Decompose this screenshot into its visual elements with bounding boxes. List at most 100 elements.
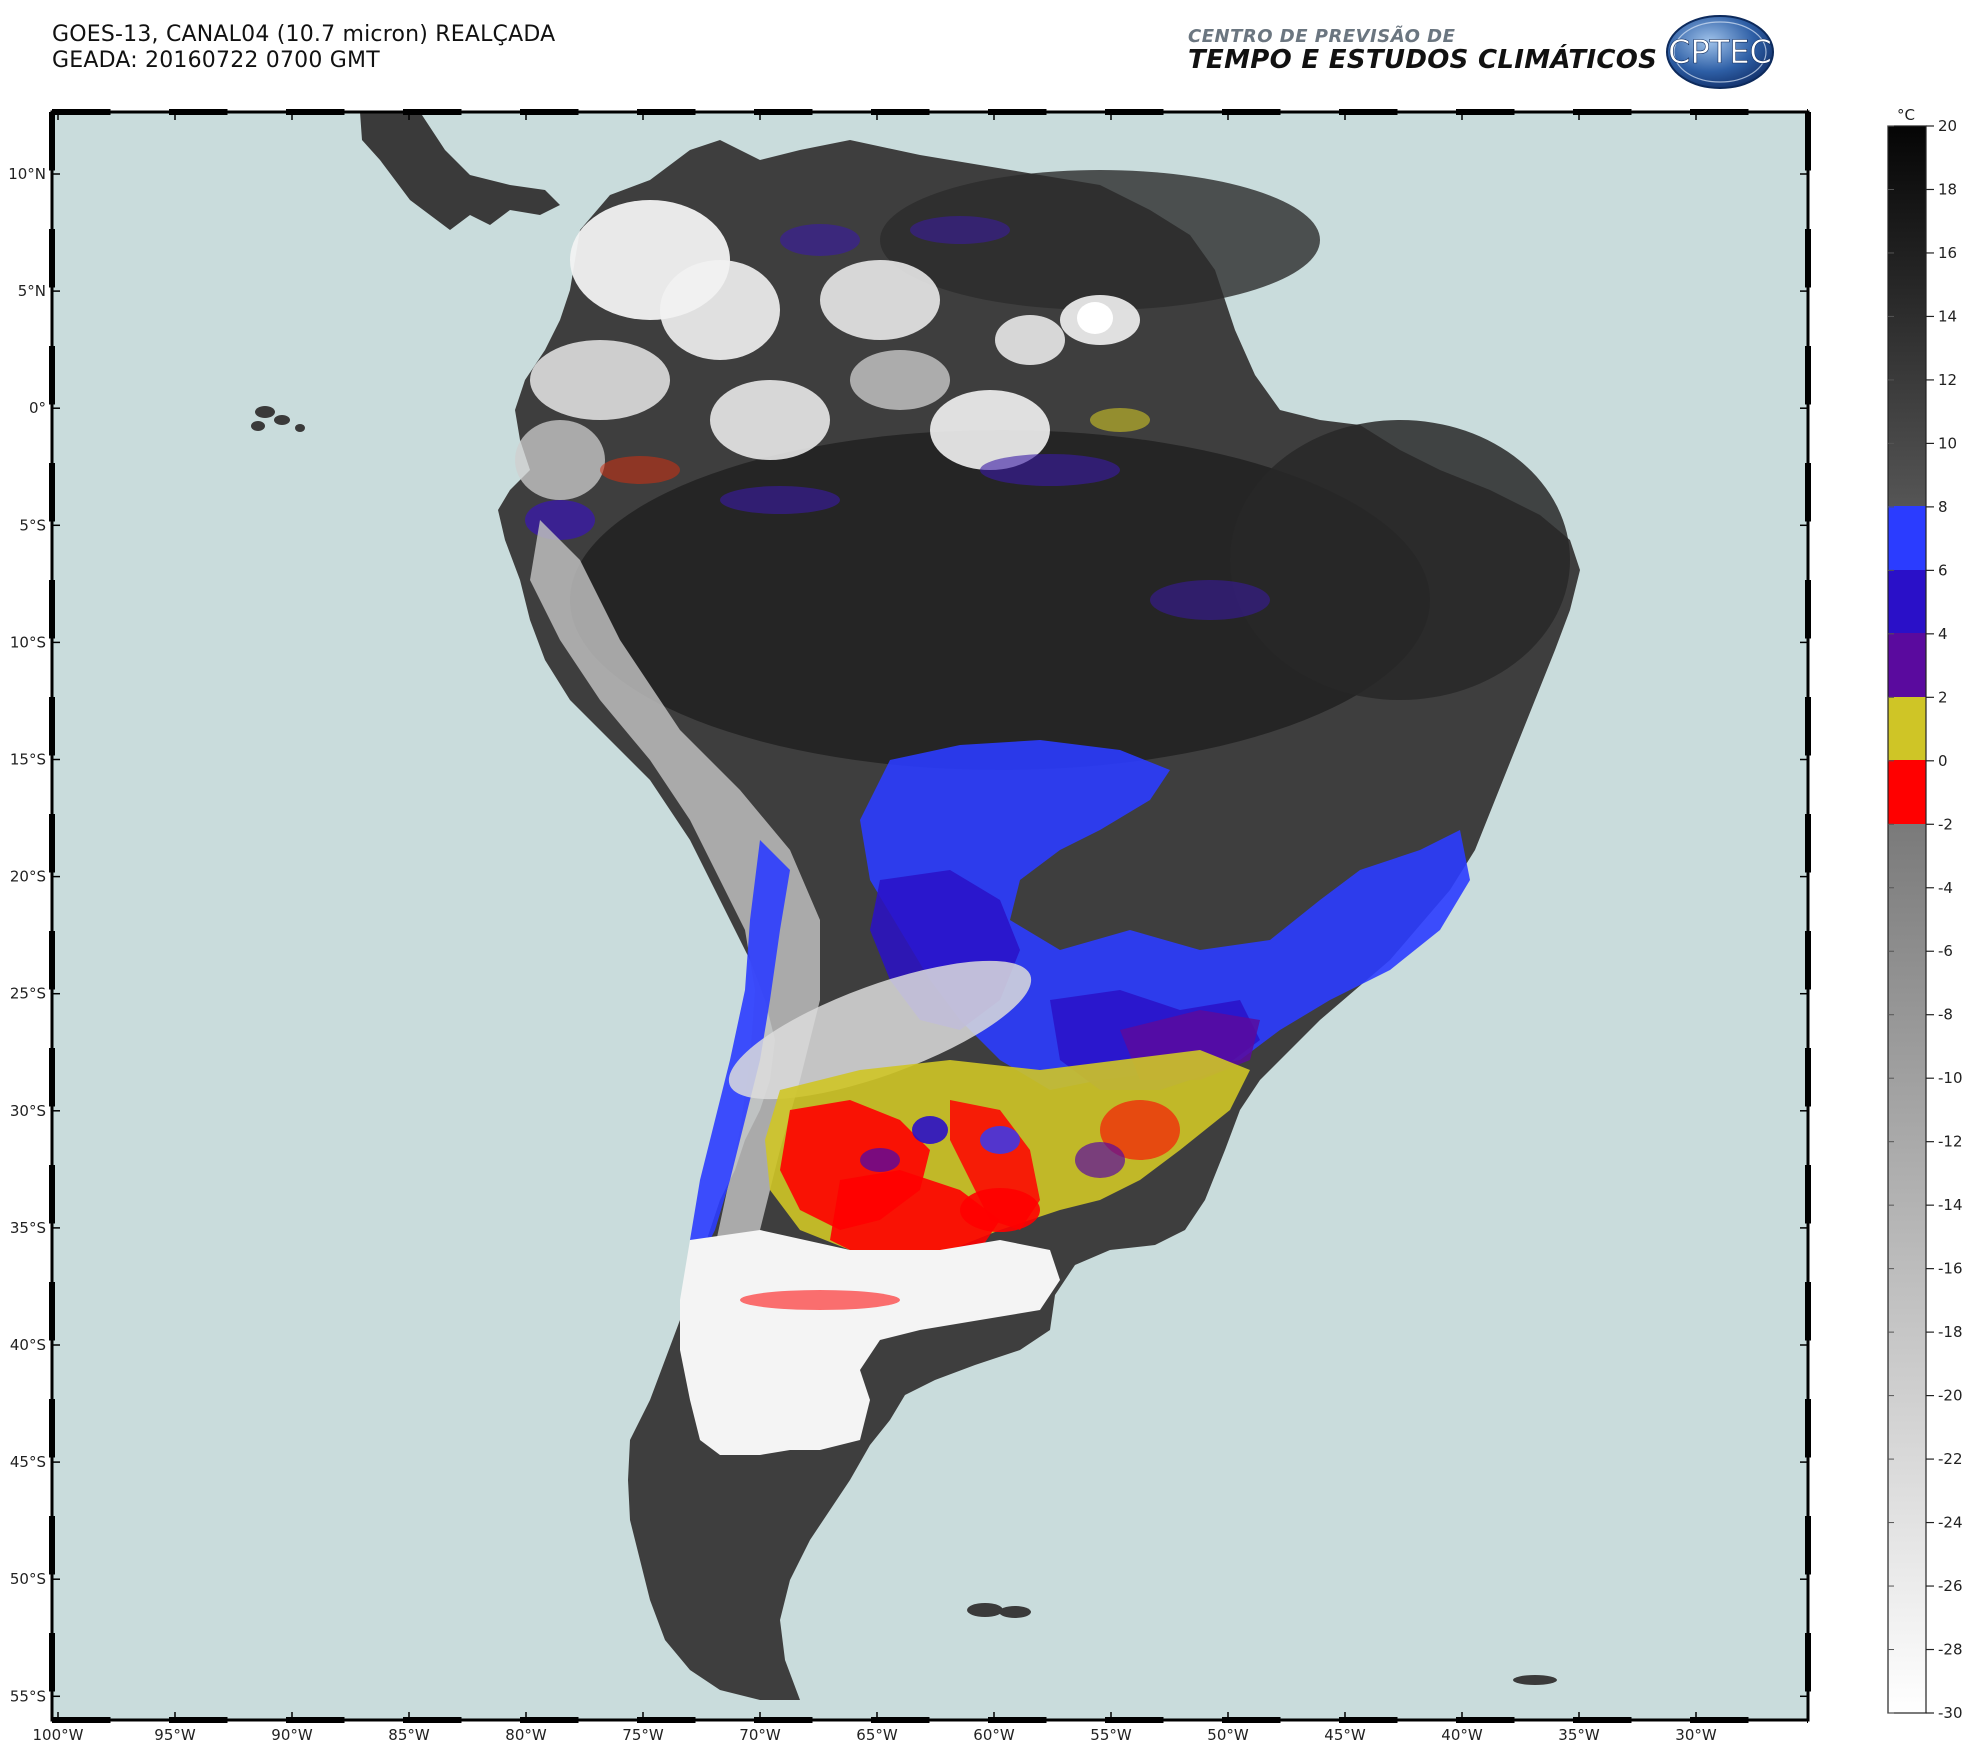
frame-stripe xyxy=(1805,229,1811,288)
frame-stripe xyxy=(49,1399,55,1458)
lat-label: 55°S xyxy=(10,1687,46,1705)
lat-label: 30°S xyxy=(10,1102,46,1120)
org-name-line-1: CENTRO DE PREVISÃO DE xyxy=(1188,26,1456,47)
frame-stripe xyxy=(988,109,1047,115)
frame-stripe xyxy=(1222,109,1281,115)
frame-stripe xyxy=(49,463,55,522)
frame-stripe xyxy=(1690,1717,1749,1723)
colorbar-tick-label: 6 xyxy=(1938,561,1948,579)
frame-stripe xyxy=(403,109,462,115)
frame-stripe xyxy=(286,1717,345,1723)
lon-label: 55°W xyxy=(1090,1726,1132,1744)
frame-stripe xyxy=(1807,1717,1808,1723)
colorbar-light-section xyxy=(1888,824,1926,1713)
colorbar-band-2-4 xyxy=(1888,633,1926,697)
map-frame xyxy=(50,110,1810,1722)
colorbar-unit-label: °C xyxy=(1897,106,1915,124)
frame-stripe xyxy=(1105,1717,1164,1723)
frame-stripe xyxy=(1456,109,1515,115)
lat-label: 50°S xyxy=(10,1570,46,1588)
patagonia-red-streak xyxy=(740,1290,900,1310)
north-cloud-cover xyxy=(515,200,1140,500)
frame-stripe xyxy=(1456,1717,1515,1723)
cptec-logo: CPTEC xyxy=(1666,15,1774,89)
frame-stripe xyxy=(49,1048,55,1107)
colorbar-border xyxy=(1887,125,1927,1714)
frame-stripe xyxy=(52,109,111,115)
frame-stripe xyxy=(754,1717,813,1723)
frost-zone xyxy=(765,1050,1250,1260)
frame-stripe xyxy=(1805,814,1811,873)
org-name-line-2: TEMPO E ESTUDOS CLIMÁTICOS xyxy=(1188,45,1658,75)
colorbar-tick-label: 12 xyxy=(1938,371,1957,389)
frame-stripe xyxy=(1805,697,1811,756)
frame-stripe xyxy=(49,697,55,756)
frame-stripe xyxy=(1105,109,1164,115)
colorbar-band-0-2 xyxy=(1888,697,1926,760)
colorbar-tick-label: -6 xyxy=(1938,942,1953,960)
org-name: CENTRO DE PREVISÃO DE TEMPO E ESTUDOS CL… xyxy=(1188,26,1657,75)
colorbar-tick-label: -30 xyxy=(1938,1704,1963,1722)
frame-stripe xyxy=(286,109,345,115)
colorbar-band-6-8 xyxy=(1888,506,1926,570)
landmass-layer xyxy=(251,112,1580,1700)
frame-stripe xyxy=(1805,346,1811,405)
title-line-1: GOES-13, CANAL04 (10.7 micron) REALÇADA xyxy=(52,22,556,47)
map-title: GOES-13, CANAL04 (10.7 micron) REALÇADA … xyxy=(52,22,555,74)
falkland-islands xyxy=(967,1603,1031,1618)
lat-label: 25°S xyxy=(10,985,46,1003)
lon-label: 35°W xyxy=(1558,1726,1600,1744)
frame-stripe xyxy=(1222,1717,1281,1723)
lon-label: 45°W xyxy=(1324,1726,1366,1744)
colorbar-tick-label: 8 xyxy=(1938,498,1948,516)
lon-label: 100°W xyxy=(33,1726,84,1744)
colorbar-tick-label: 14 xyxy=(1938,307,1957,325)
cptec-logo-text: CPTEC xyxy=(1668,33,1772,71)
frame-stripe xyxy=(988,1717,1047,1723)
lat-label: 5°S xyxy=(19,516,46,534)
lon-label: 30°W xyxy=(1675,1726,1717,1744)
lon-label: 90°W xyxy=(271,1726,313,1744)
lon-label: 95°W xyxy=(154,1726,196,1744)
colorbar-tick-label: -16 xyxy=(1938,1260,1963,1278)
lat-label: 40°S xyxy=(10,1336,46,1354)
frame-stripe xyxy=(49,931,55,990)
colorbar-tick-label: -26 xyxy=(1938,1577,1963,1595)
frame-stripe xyxy=(1805,931,1811,990)
frame-stripe xyxy=(49,1516,55,1575)
colorbar-tick-label: -28 xyxy=(1938,1641,1963,1659)
north-frost-speckle xyxy=(525,216,1270,620)
lon-label: 50°W xyxy=(1207,1726,1249,1744)
patagonia-cloud xyxy=(680,1230,1060,1455)
colorbar-tick-label: -24 xyxy=(1938,1514,1963,1532)
colorbar-tick-label: 10 xyxy=(1938,434,1957,452)
blue-band-chile xyxy=(690,840,790,1260)
colorbar-tick-label: 18 xyxy=(1938,180,1957,198)
lat-label: 10°N xyxy=(8,165,46,183)
longitude-axis: 100°W 95°W 90°W 85°W 80°W 75°W 70°W 65°W 60°W 55°… xyxy=(33,109,1808,1744)
title-line-2: GEADA: 20160722 0700 GMT xyxy=(52,48,380,73)
frame-stripe xyxy=(1805,463,1811,522)
frame-stripe xyxy=(1805,1633,1811,1692)
colorbar-tick-label: 2 xyxy=(1938,688,1948,706)
frame-stripe xyxy=(1573,1717,1632,1723)
lon-label: 40°W xyxy=(1441,1726,1483,1744)
temperature-colorbar: °C 20181614121086420-2-4-6-8-10-12-14-16… xyxy=(1887,106,1963,1722)
colorbar-tick-label: 20 xyxy=(1938,117,1957,135)
lon-label: 85°W xyxy=(388,1726,430,1744)
lon-label: 75°W xyxy=(622,1726,664,1744)
frame-stripe xyxy=(871,1717,930,1723)
frame-stripe xyxy=(1805,580,1811,639)
frame-stripe xyxy=(1807,109,1808,115)
frame-stripe xyxy=(1573,109,1632,115)
colorbar-band-m2-0 xyxy=(1888,760,1926,824)
frame-stripe xyxy=(1690,109,1749,115)
colorbar-tick-label: 4 xyxy=(1938,625,1948,643)
frame-stripe xyxy=(49,1282,55,1341)
colorbar-dark-section xyxy=(1888,126,1926,506)
frame-stripe xyxy=(49,1165,55,1224)
colorbar-tick-label: -4 xyxy=(1938,879,1953,897)
frame-stripe xyxy=(49,1633,55,1692)
frame-stripe xyxy=(1339,1717,1398,1723)
